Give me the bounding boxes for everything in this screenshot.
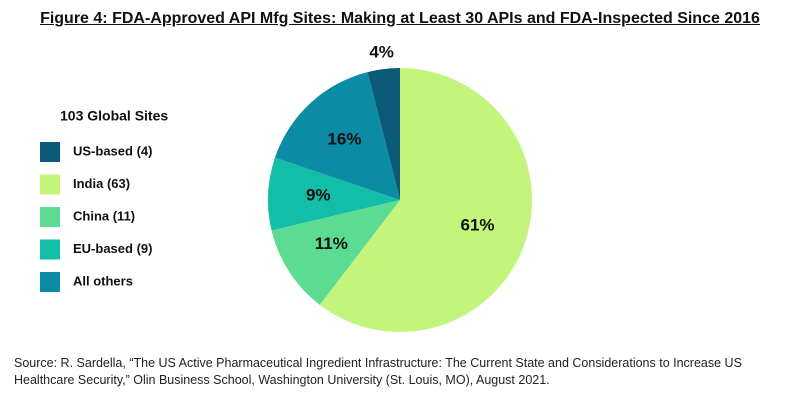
chart: 103 Global Sites US-based (4) India (63) C…: [40, 43, 532, 332]
legend-swatch: [40, 207, 60, 227]
legend-label: EU-based (9): [73, 241, 152, 256]
chart-title: Figure 4: FDA-Approved API Mfg Sites: Ma…: [40, 10, 760, 27]
legend-label: All others: [73, 273, 133, 288]
pie-slice: [274, 72, 400, 200]
slice-label: 4%: [369, 43, 394, 62]
slice-label: 11%: [315, 234, 348, 253]
legend-swatch: [40, 142, 60, 162]
pie-slice: [319, 68, 532, 332]
pie-slice: [367, 68, 400, 200]
legend-label: China (11): [73, 208, 135, 223]
legend-swatch: [40, 239, 60, 260]
pie-slice: [271, 200, 400, 305]
pie-slice: [268, 157, 400, 231]
slice-label: 9%: [306, 186, 331, 205]
legend-label: US-based (4): [73, 143, 152, 158]
legend-label: India (63): [73, 176, 130, 191]
legend-swatch: [40, 174, 60, 195]
slice-label: 61%: [460, 216, 494, 235]
source-note: Source: R. Sardella, “The US Active Phar…: [14, 356, 742, 387]
legend-swatch: [40, 272, 60, 292]
slice-label: 16%: [327, 129, 361, 148]
legend-title: 103 Global Sites: [60, 108, 168, 124]
